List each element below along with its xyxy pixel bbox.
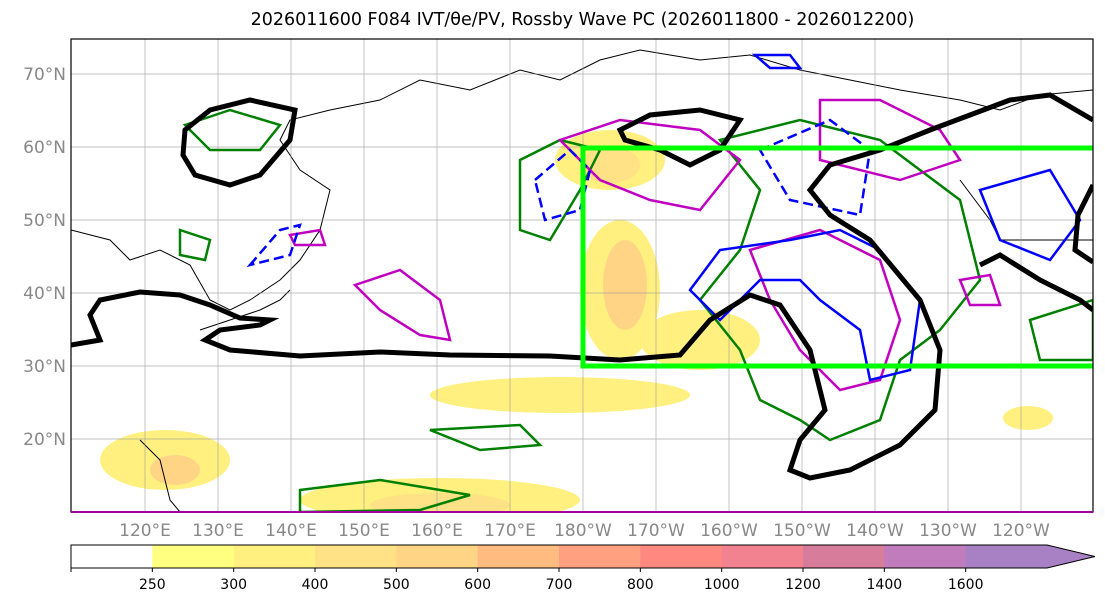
lat-tick-label: 20°N: [23, 430, 66, 450]
colorbar-segment: [71, 545, 153, 568]
lon-tick-label: 160°W: [700, 521, 758, 541]
lat-tick-label: 30°N: [23, 357, 66, 377]
colorbar-segment: [396, 545, 479, 568]
colorbar-tick-label: 300: [220, 577, 247, 593]
colorbar-tick-label: 1600: [948, 577, 984, 593]
lon-tick-label: 130°W: [919, 521, 977, 541]
colorbar-segment: [152, 545, 235, 568]
lon-tick-label: 150°W: [773, 521, 831, 541]
colorbar-segment: [640, 545, 723, 568]
lon-tick-label: 130°E: [192, 521, 244, 541]
lon-tick-label: 150°E: [338, 521, 390, 541]
colorbar-extend-segment: [965, 545, 1095, 568]
pv-contours-green: [178, 108, 1093, 512]
colorbar-tick-label: 1400: [867, 577, 903, 593]
colorbar-segment: [884, 545, 967, 568]
colorbar-tick-label: 500: [383, 577, 410, 593]
colorbar-tick-label: 1000: [704, 577, 740, 593]
colorbar-segment: [315, 545, 397, 568]
chart-title: 2026011600 F084 IVT/θe/PV, Rossby Wave P…: [250, 10, 915, 30]
colorbar-tick-label: 250: [139, 577, 166, 593]
lat-tick-label: 50°N: [23, 211, 66, 231]
colorbar-tick-label: 800: [627, 577, 654, 593]
lat-tick-label: 40°N: [23, 284, 66, 304]
lat-tick-label: 70°N: [23, 65, 66, 85]
highlight-box: [580, 145, 1093, 369]
lat-tick-label: 60°N: [23, 138, 66, 158]
colorbar-segment: [477, 545, 560, 568]
colorbar-segment: [803, 545, 885, 568]
lon-tick-label: 180°W: [554, 521, 612, 541]
lon-tick-label: 120°E: [119, 521, 171, 541]
lon-tick-label: 170°W: [627, 521, 685, 541]
lon-tick-label: 120°W: [992, 521, 1050, 541]
colorbar-tick-label: 400: [302, 577, 329, 593]
theta-e-contours-blue: [246, 53, 1082, 382]
lon-tick-label: 140°W: [846, 521, 904, 541]
colorbar: 250 300 400 500 600 700 800 1000 1200 1400 1600: [70, 544, 1096, 593]
colorbar-segment: [233, 545, 316, 568]
lon-tick-label: 140°E: [265, 521, 317, 541]
lon-tick-label: 170°E: [484, 521, 536, 541]
colorbar-tick-label: 1200: [785, 577, 821, 593]
colorbar-tick-label: 700: [546, 577, 573, 593]
colorbar-segment: [559, 545, 641, 568]
colorbar-segment: [721, 545, 804, 568]
colorbar-tick-label: 600: [464, 577, 491, 593]
lon-tick-label: 160°E: [411, 521, 463, 541]
